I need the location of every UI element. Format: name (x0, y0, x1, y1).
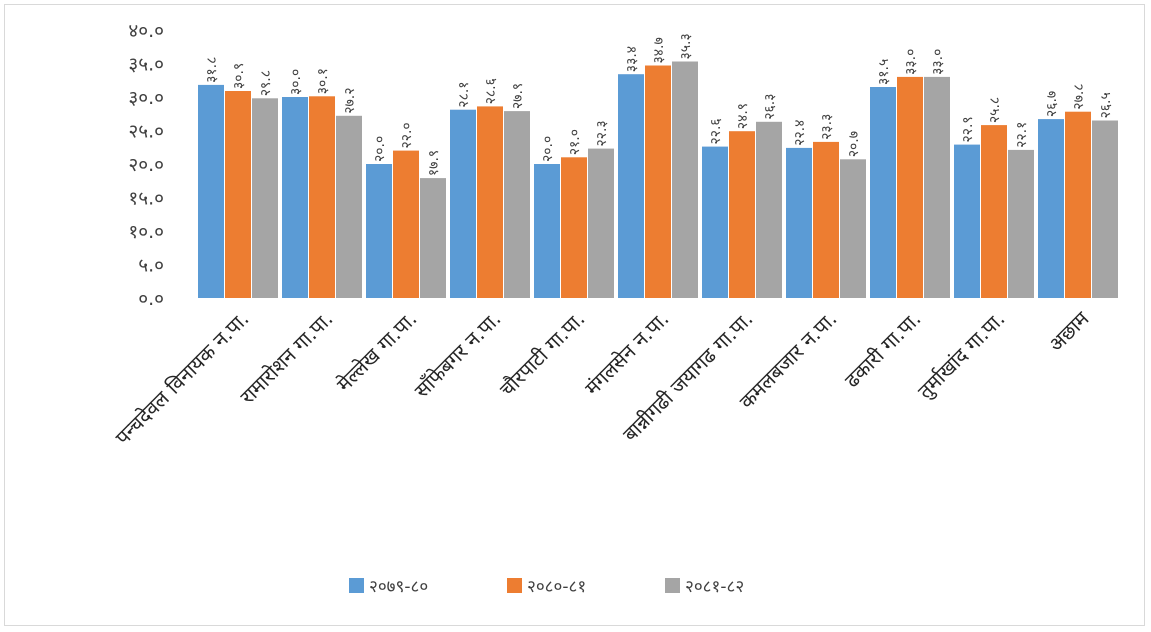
y-tick-label: १०.० (128, 221, 164, 243)
data-label: २५.८ (987, 97, 1003, 123)
y-tick-label: ३०.० (128, 87, 164, 109)
data-label: २२.० (399, 122, 415, 148)
data-label: २०.० (372, 136, 388, 162)
data-label: २०.७ (846, 131, 862, 157)
bar (504, 111, 530, 298)
bar (588, 148, 614, 298)
data-label: २८.६ (483, 78, 499, 104)
legend-swatch (507, 578, 522, 593)
data-label: ३३.० (903, 49, 919, 75)
data-label: २६.५ (1098, 92, 1114, 118)
data-label: ३१.५ (876, 59, 892, 85)
bar (252, 98, 278, 298)
bar (786, 147, 812, 298)
category-label: तुर्माखांद गा.पा. (913, 307, 1010, 404)
bar (309, 96, 335, 298)
data-label: ३३.० (930, 49, 946, 75)
bar (282, 97, 308, 298)
bar (618, 74, 644, 298)
bar (1092, 120, 1118, 298)
legend-swatch (665, 578, 680, 593)
data-label: २३.३ (819, 114, 835, 140)
category-label: पन्चदेवल विनायक न.पा. (110, 307, 253, 450)
data-label: २२.९ (960, 116, 976, 142)
data-label: २२.४ (792, 120, 808, 146)
bar (672, 61, 698, 298)
category-label: साँफेबगर न.पा. (410, 307, 506, 403)
legend-label: २०८०-८१ (527, 577, 586, 597)
data-label: ३०.९ (231, 63, 247, 89)
data-label: २७.९ (510, 83, 526, 109)
y-tick-label: ३५.० (128, 54, 164, 76)
data-label: २४.९ (735, 103, 751, 129)
data-label: २२.१ (1014, 122, 1030, 148)
bar (729, 131, 755, 298)
data-label: २०.० (540, 136, 556, 162)
data-label: ३१.८ (204, 57, 220, 83)
bar (366, 164, 392, 298)
data-label: २२.३ (594, 120, 610, 146)
bar (813, 141, 839, 298)
bar (393, 150, 419, 298)
category-label: मेल्लेख गा.पा. (332, 307, 422, 397)
data-label: २८.१ (456, 81, 472, 107)
bar (1008, 149, 1034, 298)
data-label: २७.८ (1071, 83, 1087, 109)
bar (534, 164, 560, 298)
bar (561, 157, 587, 298)
data-label: २९.८ (258, 70, 274, 96)
data-label: १७.९ (426, 150, 442, 176)
y-tick-label: २०.० (128, 154, 164, 176)
data-label: २७.२ (342, 88, 358, 114)
data-label: २२.६ (708, 118, 724, 144)
data-label: ३४.७ (651, 37, 667, 63)
bar (1038, 119, 1064, 298)
bar (702, 146, 728, 298)
chart-area (4, 4, 1145, 626)
legend-swatch (349, 578, 364, 593)
y-tick-label: १५.० (128, 188, 164, 210)
legend-label: २०७९-८० (369, 577, 428, 597)
bar (477, 106, 503, 299)
y-tick-label: २५.० (128, 121, 164, 143)
category-label: चौरपाटी गा.पा. (495, 307, 590, 402)
bar (336, 115, 362, 298)
data-label: २६.३ (762, 94, 778, 120)
category-label: ढकारी गा.पा. (840, 307, 926, 393)
data-label: २१.० (567, 129, 583, 155)
y-tick-label: ५.० (138, 255, 164, 277)
bar (645, 65, 671, 298)
bar (1065, 111, 1091, 298)
bar (840, 159, 866, 298)
category-label: अछाम (1044, 306, 1095, 357)
bar (954, 144, 980, 298)
y-tick-label: ०.० (138, 288, 164, 310)
bar (981, 125, 1007, 298)
data-label: २६.७ (1044, 91, 1060, 117)
data-label: ३०.० (288, 69, 304, 95)
bar (420, 178, 446, 298)
legend-label: २०८१-८२ (685, 577, 744, 597)
data-label: ३५.३ (678, 33, 694, 59)
bar (756, 121, 782, 298)
bar (450, 109, 476, 298)
bar (897, 76, 923, 299)
y-tick-label: ४०.० (128, 20, 164, 42)
data-label: ३०.१ (315, 68, 331, 94)
bar (924, 76, 950, 299)
category-label: मंगलसेन न.पा. (580, 307, 673, 400)
bar (225, 91, 251, 298)
bar (870, 87, 896, 298)
data-label: ३३.४ (624, 46, 640, 72)
bar (198, 84, 224, 299)
